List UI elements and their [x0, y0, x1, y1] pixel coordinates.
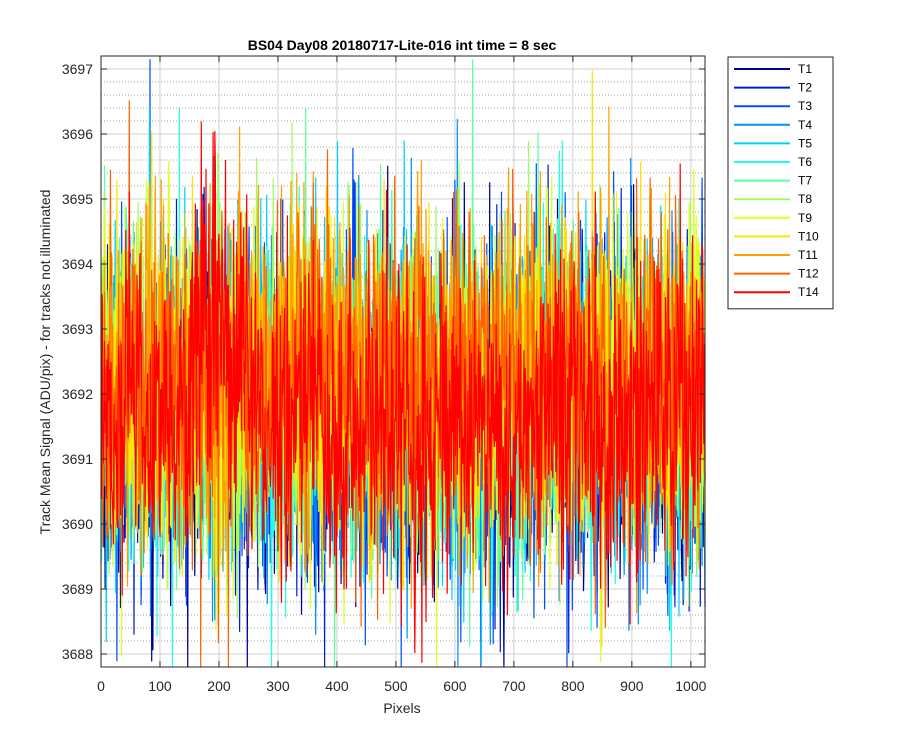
series-layer [101, 59, 706, 668]
legend-label-t7: T7 [798, 174, 812, 188]
x-tick-label: 200 [207, 678, 231, 694]
y-tick-label: 3693 [62, 321, 93, 337]
x-tick-label: 700 [502, 678, 526, 694]
y-tick-label: 3690 [62, 516, 93, 532]
x-tick-label: 800 [561, 678, 585, 694]
y-axis-label: Track Mean Signal (ADU/pix) - for tracks… [37, 190, 53, 535]
series-line-t14 [101, 121, 706, 663]
x-tick-label: 600 [443, 678, 467, 694]
legend-label-t12: T12 [798, 267, 819, 281]
x-axis-label: Pixels [383, 700, 420, 716]
y-tick-label: 3691 [62, 451, 93, 467]
y-tick-label: 3692 [62, 386, 93, 402]
y-tick-label: 3694 [62, 256, 93, 272]
legend-label-t1: T1 [798, 62, 812, 76]
legend-box [727, 56, 834, 310]
legend-label-t5: T5 [798, 136, 812, 150]
legend-label-t4: T4 [798, 118, 812, 132]
y-tick-label: 3697 [62, 61, 93, 77]
chart-title: BS04 Day08 20180717-Lite-016 int time = … [248, 37, 557, 53]
legend-label-t6: T6 [798, 155, 812, 169]
x-tick-label: 0 [97, 678, 105, 694]
legend-label-t14: T14 [798, 285, 819, 299]
x-tick-label: 300 [266, 678, 290, 694]
x-tick-label: 100 [148, 678, 172, 694]
legend-label-t2: T2 [798, 81, 812, 95]
x-tick-label: 400 [325, 678, 349, 694]
x-tick-label: 500 [384, 678, 408, 694]
y-tick-label: 3688 [62, 646, 93, 662]
legend-label-t11: T11 [798, 248, 818, 262]
legend: T1 T2 T3 T4 T5 T6 T7 T8 T9 T10 T11 T12 T14 [727, 56, 834, 310]
y-tick-label: 3689 [62, 581, 93, 597]
axes-layer: 0 100 200 300 400 500 600 700 800 900 1000 3688 3689… [62, 55, 707, 694]
x-tick-label: 900 [620, 678, 644, 694]
axes-box [100, 55, 706, 668]
x-tick-label: 1000 [675, 678, 706, 694]
y-tick-label: 3696 [62, 126, 93, 142]
legend-label-t9: T9 [798, 211, 812, 225]
y-tick-label: 3695 [62, 191, 93, 207]
legend-label-t8: T8 [798, 192, 812, 206]
legend-label-t3: T3 [798, 99, 812, 113]
legend-label-t10: T10 [798, 229, 819, 243]
